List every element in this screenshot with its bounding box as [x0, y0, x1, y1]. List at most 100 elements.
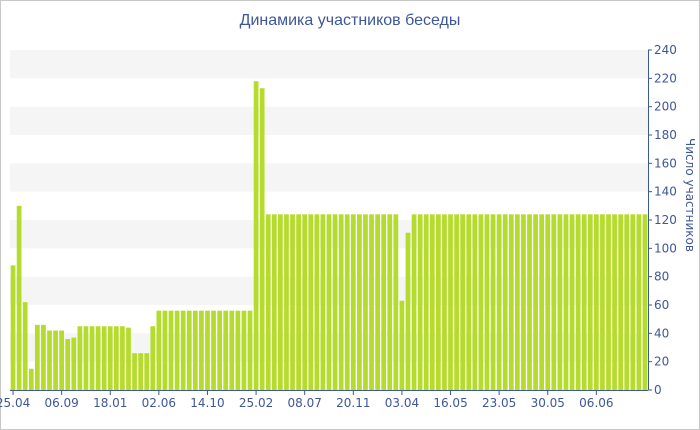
bar — [247, 310, 253, 390]
grid-band — [10, 106, 648, 135]
y-tick-label: 160 — [654, 156, 677, 170]
bar — [235, 310, 241, 390]
bar — [624, 214, 630, 390]
y-tick-label: 60 — [654, 298, 669, 312]
y-tick-label: 140 — [654, 185, 677, 199]
bar — [284, 214, 289, 390]
bar — [290, 214, 295, 390]
bar — [581, 214, 587, 390]
bar — [448, 214, 453, 390]
y-tick-label: 80 — [654, 270, 669, 284]
bar — [83, 326, 89, 390]
bar — [527, 214, 532, 390]
bar — [369, 214, 374, 390]
bar — [199, 310, 204, 390]
bar — [612, 214, 617, 390]
x-tick-label: 18.01 — [93, 396, 127, 410]
bar — [405, 232, 411, 390]
x-tick-label: 20.11 — [336, 396, 370, 410]
bar — [375, 214, 380, 390]
bar — [411, 214, 417, 390]
bar — [557, 214, 563, 390]
bar — [472, 214, 478, 390]
bar — [296, 214, 301, 390]
bar — [156, 310, 162, 390]
bar — [642, 214, 648, 390]
bar — [132, 353, 137, 390]
y-tick-label: 180 — [654, 128, 677, 142]
bar — [332, 214, 338, 390]
grid-band — [10, 163, 648, 192]
bar — [59, 330, 65, 390]
bar — [95, 326, 101, 390]
bar — [271, 214, 277, 390]
bar — [429, 214, 435, 390]
bar — [496, 214, 502, 390]
x-tick-label: 02.06 — [142, 396, 176, 410]
bar — [211, 310, 216, 390]
chart-title: Динамика участников беседы — [239, 12, 461, 29]
x-tick-label: 14.10 — [190, 396, 224, 410]
x-tick-label: 30.05 — [531, 396, 565, 410]
bar — [47, 330, 52, 390]
bar — [278, 214, 283, 390]
bar — [53, 330, 58, 390]
x-tick-label: 06.09 — [44, 396, 78, 410]
bar — [308, 214, 314, 390]
bar — [144, 353, 150, 390]
bar — [593, 214, 599, 390]
bar — [326, 214, 332, 390]
bar — [138, 353, 144, 390]
bar — [205, 310, 210, 390]
bar — [162, 310, 168, 390]
bar — [442, 214, 447, 390]
bar — [302, 214, 308, 390]
bar — [186, 310, 192, 390]
bar — [168, 310, 174, 390]
y-tick-label: 40 — [654, 326, 669, 340]
bar — [65, 339, 71, 390]
bar — [16, 205, 22, 390]
bar — [466, 214, 472, 390]
bar — [28, 368, 34, 390]
bar — [22, 302, 28, 390]
bar — [229, 310, 235, 390]
x-tick-label: 23.05 — [482, 396, 516, 410]
bar — [314, 214, 320, 390]
bar — [259, 88, 265, 390]
bar — [150, 326, 156, 390]
bar — [569, 214, 575, 390]
bar — [350, 214, 356, 390]
bar — [34, 324, 40, 390]
bar — [41, 324, 46, 390]
y-tick-label: 100 — [654, 241, 677, 255]
bar — [393, 214, 399, 390]
bar — [180, 310, 186, 390]
bar — [514, 214, 520, 390]
bar — [107, 326, 113, 390]
bar — [502, 214, 508, 390]
bar — [89, 326, 95, 390]
x-tick-label: 03.04 — [385, 396, 419, 410]
bar — [490, 214, 496, 390]
bar — [436, 214, 441, 390]
bar — [460, 214, 466, 390]
y-tick-label: 200 — [654, 100, 677, 114]
y-tick-label: 240 — [654, 43, 677, 57]
y-tick-label: 20 — [654, 355, 669, 369]
y-tick-label: 0 — [654, 383, 662, 397]
bar — [363, 214, 368, 390]
bar — [533, 214, 538, 390]
bar — [344, 214, 350, 390]
bar — [600, 214, 605, 390]
bar — [636, 214, 642, 390]
grid-band — [10, 50, 648, 79]
bar — [241, 310, 247, 390]
x-tick-label: 25.04 — [0, 396, 30, 410]
bar — [508, 214, 514, 390]
bar — [192, 310, 198, 390]
bar — [126, 327, 131, 390]
bar — [10, 265, 16, 390]
bar — [265, 214, 271, 390]
